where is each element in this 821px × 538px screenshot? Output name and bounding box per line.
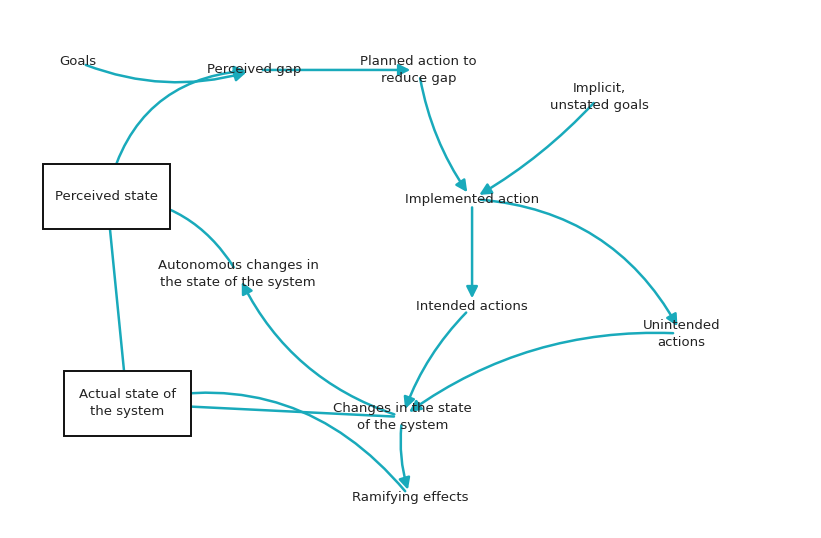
FancyBboxPatch shape [64, 371, 190, 436]
Text: Perceived gap: Perceived gap [208, 63, 301, 76]
Text: Intended actions: Intended actions [416, 300, 528, 313]
Text: Changes in the state
of the system: Changes in the state of the system [333, 402, 472, 432]
Text: Autonomous changes in
the state of the system: Autonomous changes in the state of the s… [158, 259, 319, 289]
FancyBboxPatch shape [44, 164, 171, 229]
Text: Planned action to
reduce gap: Planned action to reduce gap [360, 55, 477, 85]
Text: Actual state of
the system: Actual state of the system [79, 388, 176, 419]
Text: Goals: Goals [59, 55, 97, 68]
Text: Perceived state: Perceived state [55, 190, 158, 203]
Text: Ramifying effects: Ramifying effects [352, 491, 469, 504]
Text: Implemented action: Implemented action [405, 193, 539, 206]
Text: Implicit,
unstated goals: Implicit, unstated goals [550, 82, 649, 112]
Text: Unintended
actions: Unintended actions [643, 318, 720, 349]
